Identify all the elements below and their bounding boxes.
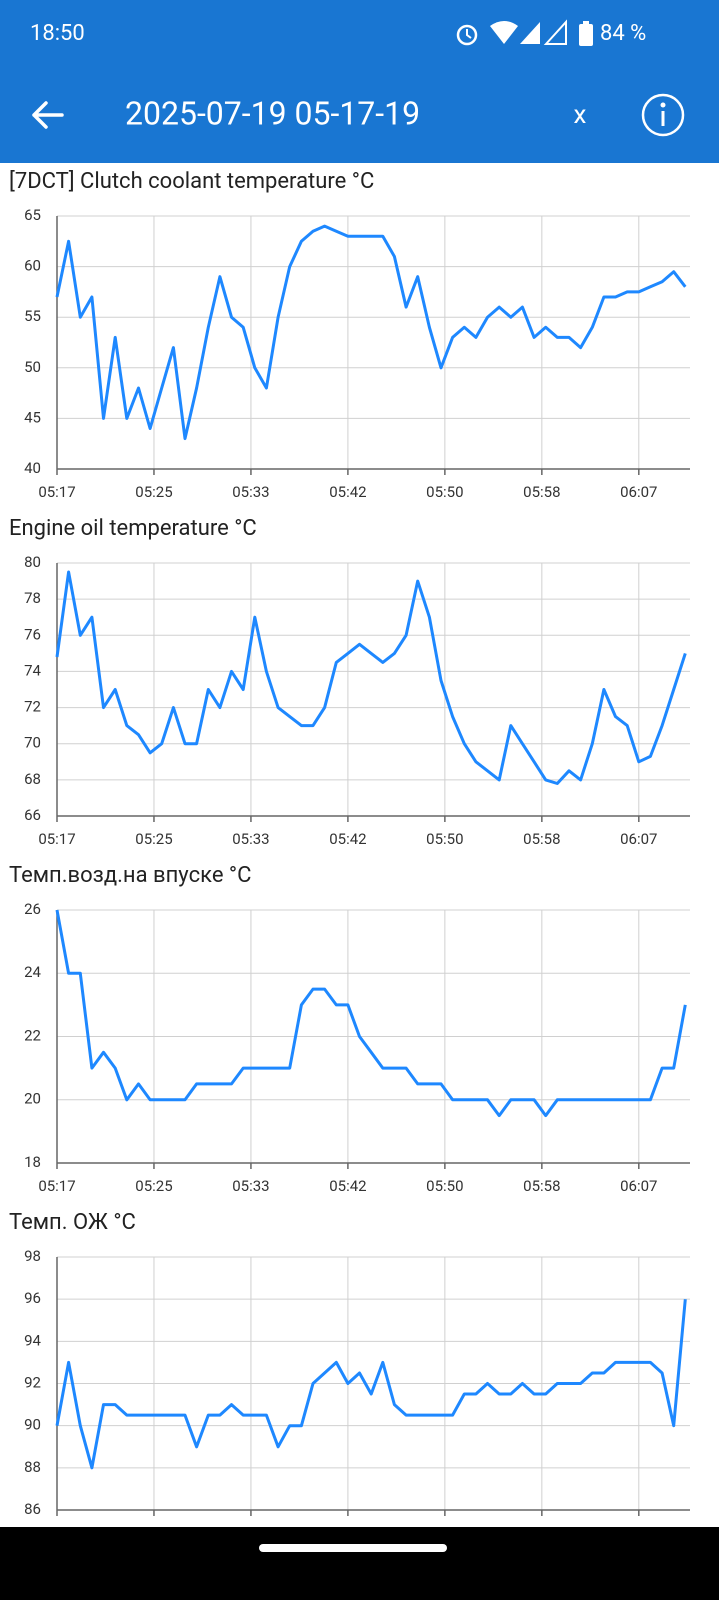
y-tick-label: 68 [24, 770, 41, 788]
y-tick-label: 72 [24, 698, 41, 716]
y-tick-label: 65 [24, 206, 41, 224]
chart-title: Темп.возд.на впуске °C [9, 863, 251, 888]
y-tick-label: 22 [24, 1026, 41, 1044]
chart-title: Темп. ОЖ °C [9, 1210, 136, 1235]
y-tick-label: 96 [24, 1289, 41, 1307]
x-tick-label: 06:07 [620, 830, 657, 848]
y-tick-label: 90 [24, 1416, 41, 1434]
status-icons [456, 19, 593, 46]
battery-level: 84 % [600, 21, 646, 46]
data-line [55, 1299, 687, 1470]
y-tick-label: 55 [24, 307, 41, 325]
y-tick-label: 70 [24, 734, 41, 752]
x-tick-label: 05:17 [38, 1177, 75, 1195]
home-handle[interactable] [259, 1544, 447, 1552]
charts: [7DCT] Clutch coolant temperature °C 40 45… [9, 169, 690, 1542]
app-header-bg [0, 0, 719, 163]
x-tick-label: 05:25 [135, 830, 172, 848]
x-tick-label: 06:07 [620, 1177, 657, 1195]
x-tick-label: 05:50 [426, 483, 463, 501]
x-tick-label: 05:50 [426, 830, 463, 848]
x-tick-label: 05:25 [135, 1177, 172, 1195]
x-tick-label: 05:33 [232, 830, 269, 848]
x-tick-label: 05:58 [523, 1177, 560, 1195]
y-tick-label: 80 [24, 553, 41, 571]
back-button[interactable] [32, 101, 64, 129]
y-tick-label: 45 [24, 408, 41, 426]
y-tick-label: 26 [24, 900, 41, 918]
x-tick-label: 05:58 [523, 483, 560, 501]
y-tick-label: 78 [24, 589, 41, 607]
y-tick-label: 66 [24, 806, 41, 824]
y-tick-label: 74 [24, 661, 41, 679]
y-tick-label: 88 [24, 1458, 41, 1476]
nav-bar [0, 1527, 719, 1600]
y-tick-label: 76 [24, 625, 41, 643]
status-time: 18:50 [30, 21, 85, 46]
x-tick-label: 05:50 [426, 1177, 463, 1195]
data-line [55, 224, 687, 441]
y-tick-label: 40 [24, 459, 41, 477]
x-tick-label: 05:17 [38, 483, 75, 501]
y-tick-label: 98 [24, 1247, 41, 1265]
y-tick-label: 50 [24, 358, 41, 376]
y-tick-label: 24 [24, 963, 41, 981]
app-title: 2025-07-19 05-17-19 [125, 94, 420, 132]
data-line [55, 570, 687, 785]
x-tick-label: 05:17 [38, 830, 75, 848]
x-tick-label: 05:33 [232, 1177, 269, 1195]
y-tick-label: 86 [24, 1500, 41, 1518]
x-tick-label: 05:42 [329, 483, 366, 501]
y-tick-label: 94 [24, 1331, 41, 1349]
data-line [55, 909, 687, 1118]
x-tick-label: 05:58 [523, 830, 560, 848]
chart-title: Engine oil temperature °C [9, 516, 257, 541]
info-button[interactable] [641, 93, 685, 137]
chart-title: [7DCT] Clutch coolant temperature °C [9, 169, 374, 194]
y-tick-label: 60 [24, 257, 41, 275]
x-tick-label: 05:42 [329, 1177, 366, 1195]
x-tick-label: 05:33 [232, 483, 269, 501]
x-tick-label: 05:42 [329, 830, 366, 848]
x-tick-label: 06:07 [620, 483, 657, 501]
x-tick-label: 05:25 [135, 483, 172, 501]
y-tick-label: 18 [24, 1153, 41, 1171]
y-tick-label: 92 [24, 1373, 41, 1391]
close-button[interactable]: x [574, 100, 587, 130]
y-tick-label: 20 [24, 1090, 41, 1108]
